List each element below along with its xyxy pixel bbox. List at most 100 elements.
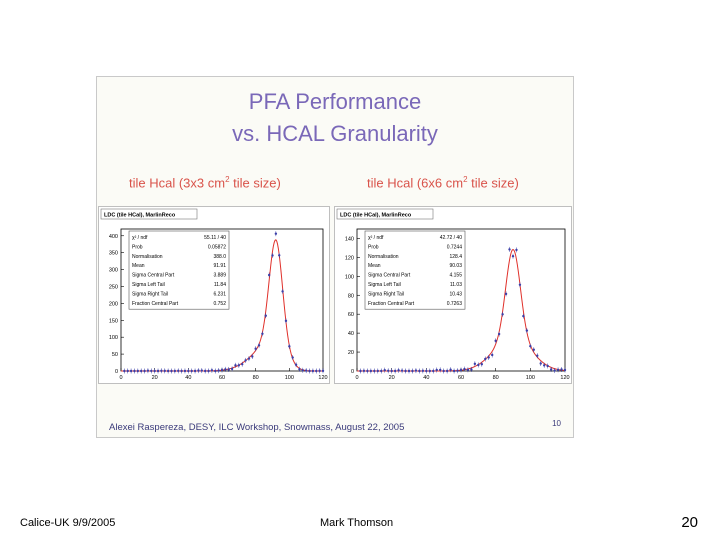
data-point: [466, 368, 470, 372]
data-point: [473, 362, 477, 366]
y-tick-label: 400: [109, 234, 118, 240]
data-point: [267, 273, 271, 277]
y-tick-label: 100: [109, 335, 118, 341]
data-point: [418, 369, 421, 373]
data-point: [271, 254, 274, 257]
right-caption-pre: tile Hcal (6x6 cm: [367, 175, 464, 191]
stats-label: Fraction Central Part: [132, 301, 179, 307]
data-point: [539, 362, 542, 365]
data-point: [515, 248, 518, 252]
data-point: [210, 369, 214, 372]
data-point: [308, 369, 311, 373]
y-tick-label: 300: [109, 268, 118, 274]
data-point: [177, 369, 180, 373]
x-tick-label: 80: [253, 375, 259, 381]
stats-label: Mean: [368, 263, 381, 269]
left-caption-sup: 2: [225, 175, 230, 184]
left-caption-post: tile size): [229, 175, 281, 191]
data-point: [257, 344, 261, 347]
y-tick-label: 120: [345, 255, 354, 261]
data-point: [143, 369, 146, 373]
data-point: [136, 369, 140, 373]
stats-value: 0.05872: [208, 244, 226, 250]
data-point: [321, 369, 325, 373]
data-point: [217, 369, 220, 372]
stats-value: 11.03: [450, 282, 462, 288]
x-tick-label: 60: [458, 375, 464, 381]
data-point: [445, 369, 449, 373]
plot-title: LDC (tile HCal), MarlinReco: [340, 213, 412, 219]
data-point: [470, 368, 473, 371]
data-point: [278, 254, 281, 257]
data-point: [428, 369, 431, 373]
y-tick-label: 20: [348, 350, 354, 356]
data-point: [449, 368, 452, 371]
data-point: [366, 369, 369, 373]
data-point: [315, 369, 318, 373]
data-point: [146, 369, 150, 372]
data-point: [397, 369, 400, 372]
y-tick-label: 200: [109, 301, 118, 307]
y-tick-label: 150: [109, 318, 118, 324]
data-point: [301, 369, 304, 372]
data-point: [463, 367, 466, 371]
data-point: [207, 369, 210, 373]
stats-value: 90.03: [449, 263, 462, 269]
x-tick-label: 120: [560, 375, 569, 381]
data-point: [525, 329, 529, 332]
data-point: [291, 356, 294, 359]
data-point: [180, 369, 183, 373]
data-point: [529, 344, 532, 348]
stats-value: 128.4: [449, 254, 462, 260]
x-tick-label: 60: [219, 375, 225, 381]
data-point: [563, 368, 567, 372]
data-point: [549, 368, 553, 371]
stats-value: 3.889: [213, 273, 226, 279]
data-point: [459, 368, 463, 372]
stats-value: 388.0: [213, 254, 226, 260]
data-point: [203, 369, 207, 373]
right-caption-sup: 2: [463, 175, 468, 184]
data-point: [425, 369, 428, 373]
data-point: [187, 369, 190, 373]
data-point: [140, 369, 143, 373]
stats-label: Mean: [132, 263, 145, 269]
plot-title: LDC (tile HCal), MarlinReco: [104, 213, 176, 219]
stats-box: [364, 230, 466, 310]
x-tick-label: 0: [355, 375, 358, 381]
data-point: [560, 368, 563, 371]
data-point: [244, 359, 247, 362]
plot-title-box: [100, 208, 198, 220]
data-point: [477, 363, 480, 367]
stats-label: Fraction Central Part: [368, 301, 415, 307]
stats-label: Sigma Right Tail: [368, 291, 404, 297]
data-point: [284, 319, 288, 323]
slide-inner-page-number: 10: [552, 419, 561, 428]
data-point: [369, 369, 373, 373]
footer-page-number: 20: [681, 514, 698, 531]
data-point: [546, 364, 549, 368]
data-point: [543, 364, 546, 367]
data-point: [501, 313, 504, 316]
data-point: [224, 368, 227, 371]
data-point: [150, 369, 153, 373]
x-tick-label: 40: [423, 375, 429, 381]
left-plot-caption: tile Hcal (3x3 cm2 tile size): [129, 175, 281, 190]
y-tick-label: 0: [351, 369, 354, 375]
stats-label: Sigma Right Tail: [132, 291, 168, 297]
y-tick-label: 100: [345, 274, 354, 280]
data-point: [227, 368, 230, 371]
x-tick-label: 80: [493, 375, 499, 381]
stats-value: 0.752: [213, 301, 226, 307]
data-point: [214, 369, 217, 373]
data-point: [376, 369, 379, 373]
data-point: [220, 368, 224, 372]
y-tick-label: 80: [348, 293, 354, 299]
data-point: [261, 332, 264, 336]
data-point: [170, 369, 173, 373]
stats-label: Normalisation: [368, 254, 399, 260]
stats-label: Sigma Left Tail: [368, 282, 401, 288]
data-point: [432, 369, 435, 373]
y-tick-label: 350: [109, 251, 118, 257]
data-point: [421, 369, 425, 373]
